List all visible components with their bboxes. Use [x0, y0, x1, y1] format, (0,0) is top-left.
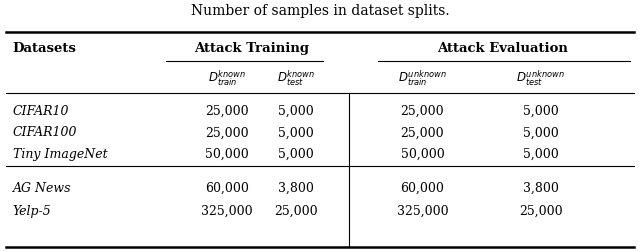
- Text: 5,000: 5,000: [523, 104, 559, 117]
- Text: Tiny ImageNet: Tiny ImageNet: [13, 147, 108, 160]
- Text: 60,000: 60,000: [401, 181, 444, 194]
- Text: AG News: AG News: [13, 181, 71, 194]
- Text: $D^{unknown}_{train}$: $D^{unknown}_{train}$: [398, 69, 447, 88]
- Text: Number of samples in dataset splits.: Number of samples in dataset splits.: [191, 4, 449, 18]
- Text: 25,000: 25,000: [401, 104, 444, 117]
- Text: 3,800: 3,800: [278, 181, 314, 194]
- Text: 25,000: 25,000: [205, 104, 249, 117]
- Text: 5,000: 5,000: [278, 147, 314, 160]
- Text: 5,000: 5,000: [278, 104, 314, 117]
- Text: 5,000: 5,000: [523, 126, 559, 139]
- Text: 60,000: 60,000: [205, 181, 249, 194]
- Text: 25,000: 25,000: [401, 126, 444, 139]
- Text: Attack Training: Attack Training: [194, 41, 308, 54]
- Text: 325,000: 325,000: [202, 204, 253, 217]
- Text: Attack Evaluation: Attack Evaluation: [437, 41, 568, 54]
- Text: CIFAR100: CIFAR100: [13, 126, 77, 139]
- Text: Yelp-5: Yelp-5: [13, 204, 52, 217]
- Text: 325,000: 325,000: [397, 204, 448, 217]
- Text: 3,800: 3,800: [523, 181, 559, 194]
- Text: $D^{unknown}_{test}$: $D^{unknown}_{test}$: [516, 69, 565, 88]
- Text: 25,000: 25,000: [519, 204, 563, 217]
- Text: $D^{known}_{test}$: $D^{known}_{test}$: [276, 69, 315, 88]
- Text: $D^{known}_{train}$: $D^{known}_{train}$: [208, 69, 246, 88]
- Text: 5,000: 5,000: [278, 126, 314, 139]
- Text: CIFAR10: CIFAR10: [13, 104, 69, 117]
- Text: 5,000: 5,000: [523, 147, 559, 160]
- Text: 25,000: 25,000: [274, 204, 317, 217]
- Text: 50,000: 50,000: [205, 147, 249, 160]
- Text: Datasets: Datasets: [13, 41, 77, 54]
- Text: 25,000: 25,000: [205, 126, 249, 139]
- Text: 50,000: 50,000: [401, 147, 444, 160]
